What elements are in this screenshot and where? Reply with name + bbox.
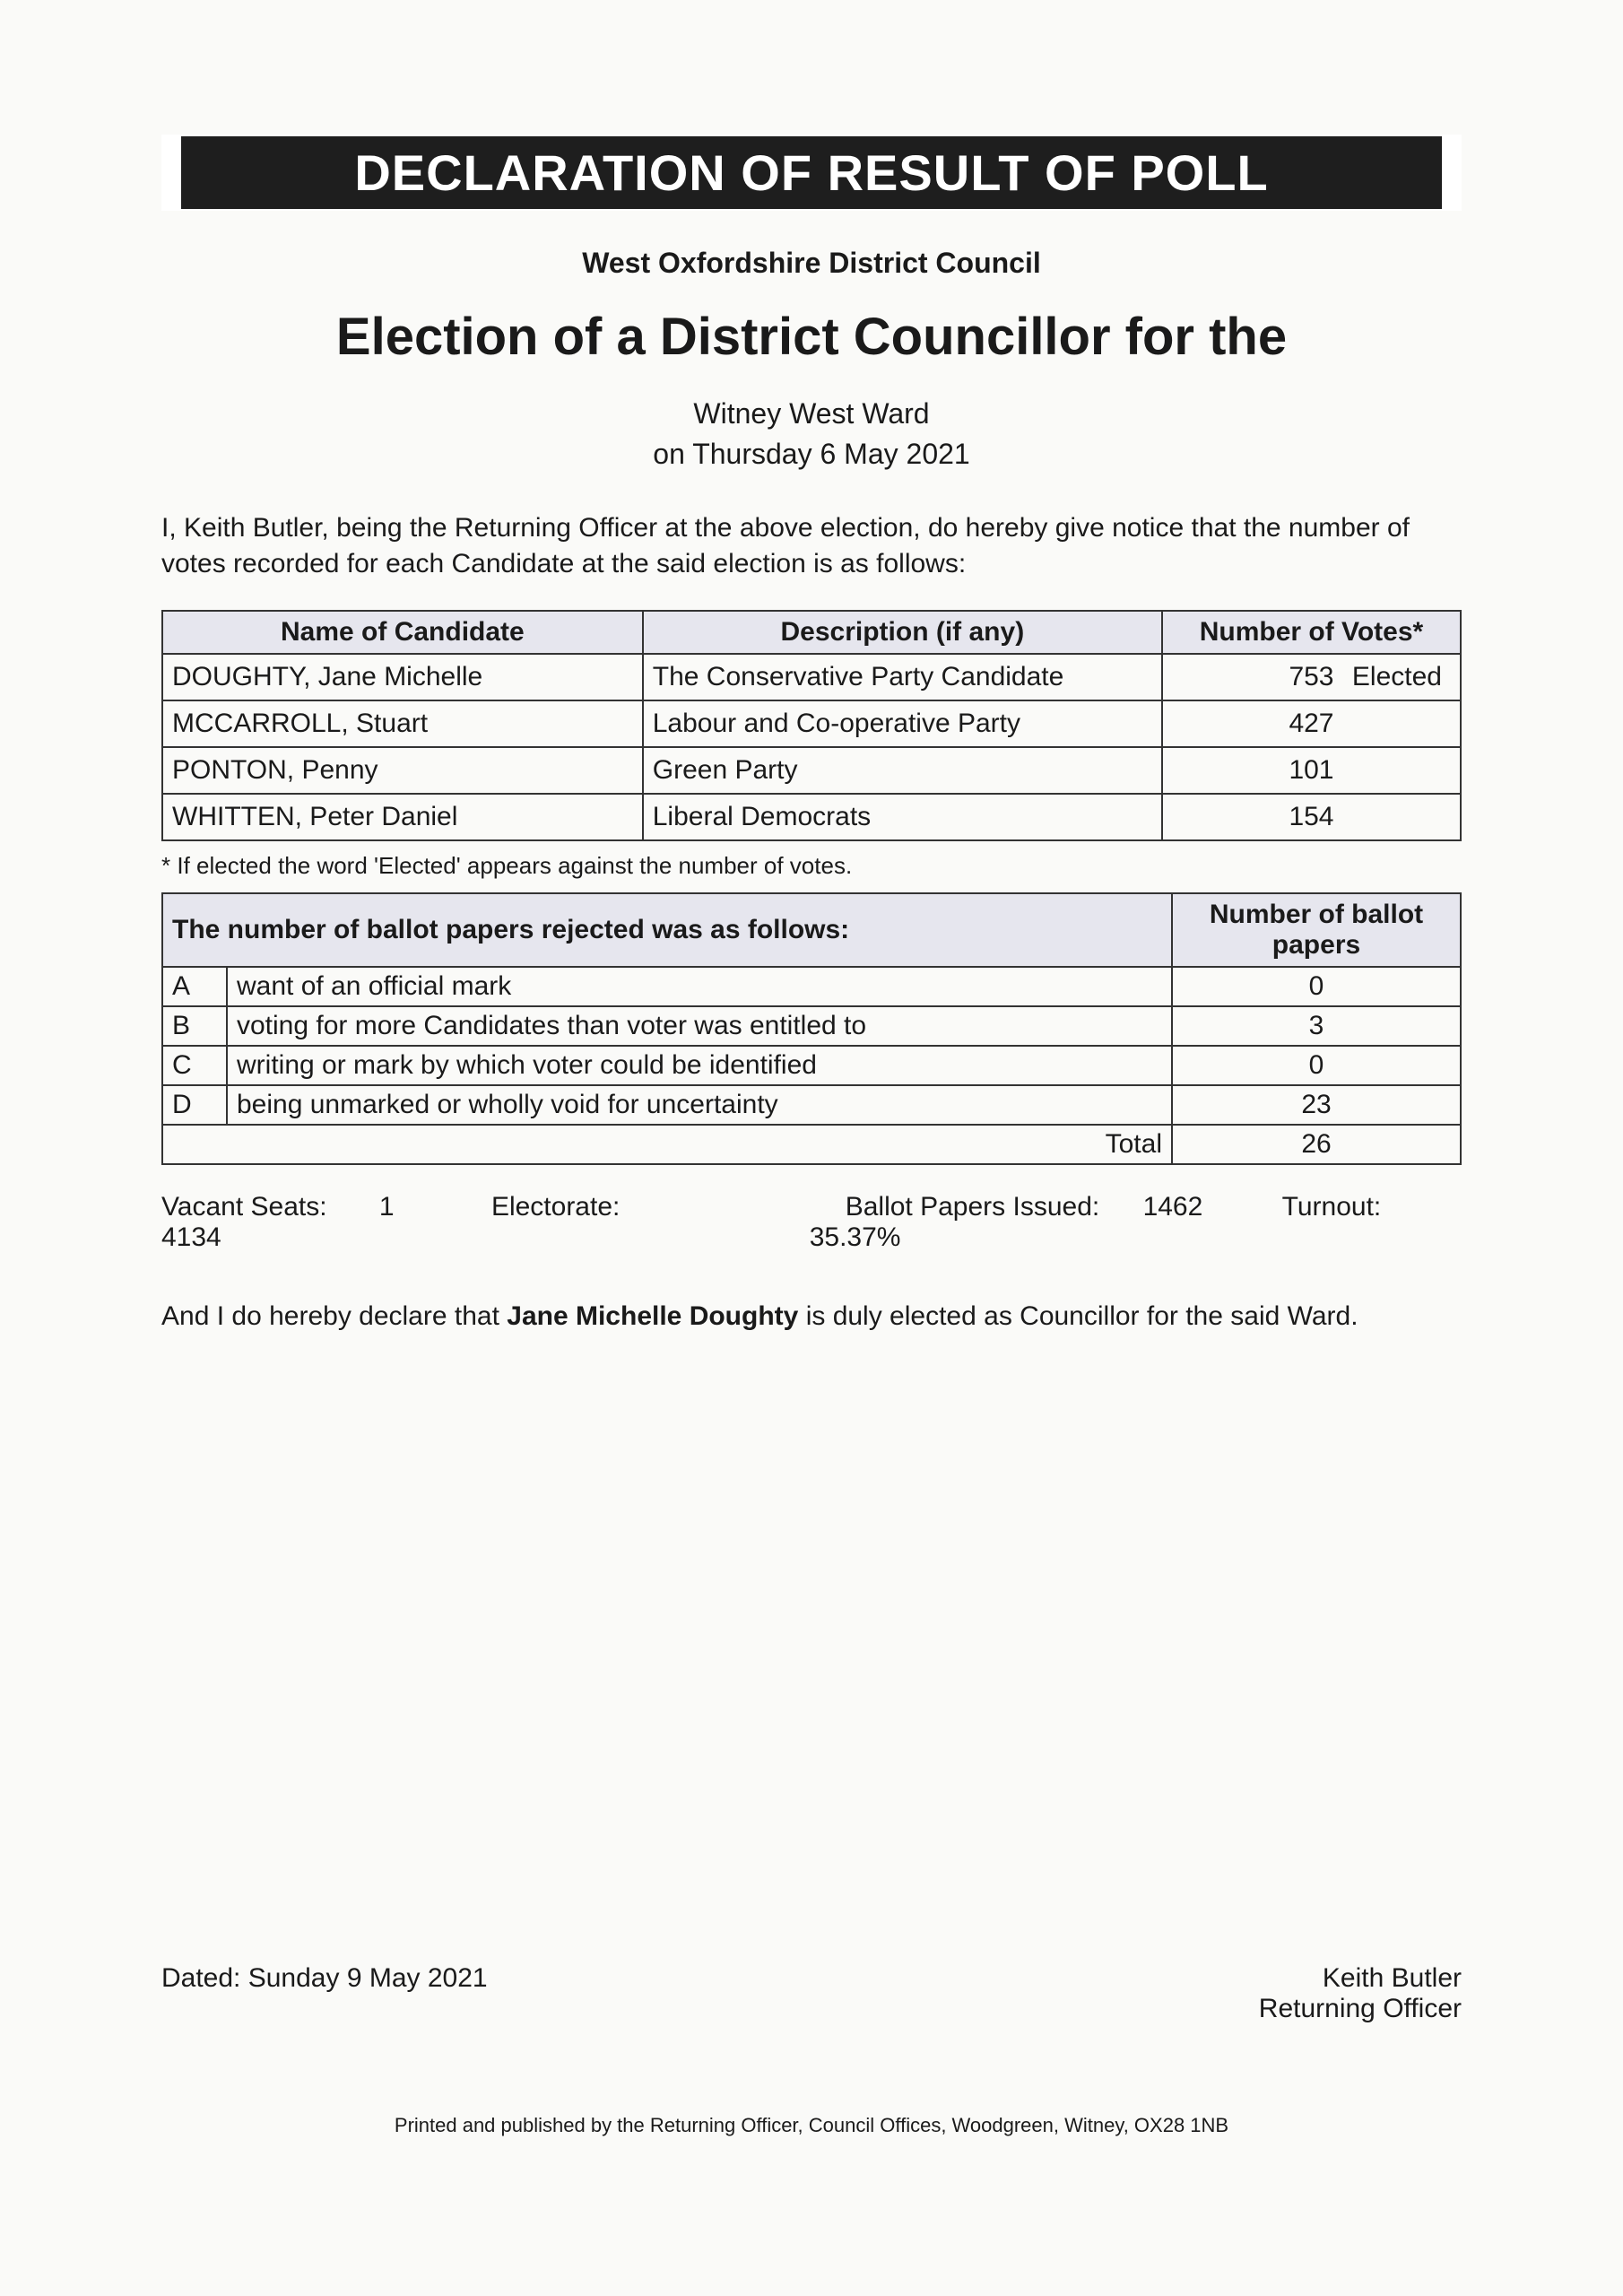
candidate-votes: 154 [1162,794,1461,840]
election-title: Election of a District Councillor for th… [161,307,1462,367]
votes-value: 753 [1289,662,1333,691]
footnote: * If elected the word 'Elected' appears … [161,852,1462,880]
candidate-description: Green Party [643,747,1162,794]
reject-code: A [162,967,227,1006]
signature-row: Dated: Sunday 9 May 2021 Keith Butler Re… [161,1963,1462,2024]
table-row: A want of an official mark 0 [162,967,1461,1006]
banner-title: DECLARATION OF RESULT OF POLL [161,135,1462,211]
reject-reason: voting for more Candidates than voter wa… [227,1006,1172,1046]
reject-code: B [162,1006,227,1046]
notice-text: I, Keith Butler, being the Returning Off… [161,510,1462,583]
reject-reason: want of an official mark [227,967,1172,1006]
reject-reason: writing or mark by which voter could be … [227,1046,1172,1085]
rejected-header-right: Number of ballot papers [1172,893,1461,967]
reject-code: C [162,1046,227,1085]
table-row: DOUGHTY, Jane Michelle The Conservative … [162,654,1461,700]
dated-label: Dated: [161,1963,240,1993]
turnout-label: Turnout: [1282,1192,1382,1222]
votes-value: 101 [1289,755,1333,785]
declare-prefix: And I do hereby declare that [161,1301,507,1331]
declaration-text: And I do hereby declare that Jane Michel… [161,1298,1462,1335]
candidate-votes: 427 [1162,700,1461,747]
reject-code: D [162,1085,227,1125]
table-row: D being unmarked or wholly void for unce… [162,1085,1461,1125]
officer-title: Returning Officer [1259,1994,1462,2024]
document-page: DECLARATION OF RESULT OF POLL West Oxfor… [0,0,1623,2296]
candidate-name: MCCARROLL, Stuart [162,700,643,747]
officer-block: Keith Butler Returning Officer [1259,1963,1462,2024]
reject-count: 3 [1172,1006,1461,1046]
candidate-description: Labour and Co-operative Party [643,700,1162,747]
electorate-value: 4134 [161,1222,221,1252]
declare-suffix: is duly elected as Councillor for the sa… [806,1301,1358,1331]
col-candidate: Name of Candidate [162,611,643,654]
officer-name: Keith Butler [1259,1963,1462,1994]
council-name: West Oxfordshire District Council [161,247,1462,280]
reject-count: 23 [1172,1085,1461,1125]
table-row: C writing or mark by which voter could b… [162,1046,1461,1085]
issued-value: 1462 [1143,1192,1203,1222]
stats-row: Vacant Seats: 1 Electorate: 4134 Ballot … [161,1192,1462,1253]
rejected-table: The number of ballot papers rejected was… [161,892,1462,1165]
vacant-value: 1 [379,1192,395,1222]
ward-name: Witney West Ward [161,394,1462,434]
candidate-name: PONTON, Penny [162,747,643,794]
results-table: Name of Candidate Description (if any) N… [161,610,1462,841]
col-description: Description (if any) [643,611,1162,654]
footer-text: Printed and published by the Returning O… [161,2114,1462,2137]
stats-right: Ballot Papers Issued: 1462 Turnout: 35.3… [774,1192,1462,1253]
candidate-name: DOUGHTY, Jane Michelle [162,654,643,700]
total-label: Total [162,1125,1172,1164]
reject-reason: being unmarked or wholly void for uncert… [227,1085,1172,1125]
votes-value: 427 [1289,709,1333,738]
ward-and-date: Witney West Ward on Thursday 6 May 2021 [161,394,1462,474]
declare-name: Jane Michelle Doughty [507,1301,798,1331]
candidate-name: WHITTEN, Peter Daniel [162,794,643,840]
total-value: 26 [1172,1125,1461,1164]
election-date: on Thursday 6 May 2021 [161,434,1462,474]
candidate-description: The Conservative Party Candidate [643,654,1162,700]
reject-count: 0 [1172,1046,1461,1085]
rejected-header-left: The number of ballot papers rejected was… [162,893,1172,967]
table-row: MCCARROLL, Stuart Labour and Co-operativ… [162,700,1461,747]
elected-label: Elected [1352,662,1442,692]
electorate-label: Electorate: [491,1192,620,1222]
candidate-description: Liberal Democrats [643,794,1162,840]
reject-count: 0 [1172,967,1461,1006]
turnout-value: 35.37% [810,1222,901,1252]
votes-value: 154 [1289,802,1333,831]
candidate-votes: 753 Elected [1162,654,1461,700]
table-row: B voting for more Candidates than voter … [162,1006,1461,1046]
table-row-total: Total 26 [162,1125,1461,1164]
stats-left: Vacant Seats: 1 Electorate: 4134 [161,1192,774,1253]
vacant-label: Vacant Seats: [161,1192,327,1222]
col-votes: Number of Votes* [1162,611,1461,654]
candidate-votes: 101 [1162,747,1461,794]
issued-label: Ballot Papers Issued: [846,1192,1100,1222]
dated-block: Dated: Sunday 9 May 2021 [161,1963,488,2024]
table-row: WHITTEN, Peter Daniel Liberal Democrats … [162,794,1461,840]
table-row: PONTON, Penny Green Party 101 [162,747,1461,794]
dated-value: Sunday 9 May 2021 [248,1963,488,1993]
